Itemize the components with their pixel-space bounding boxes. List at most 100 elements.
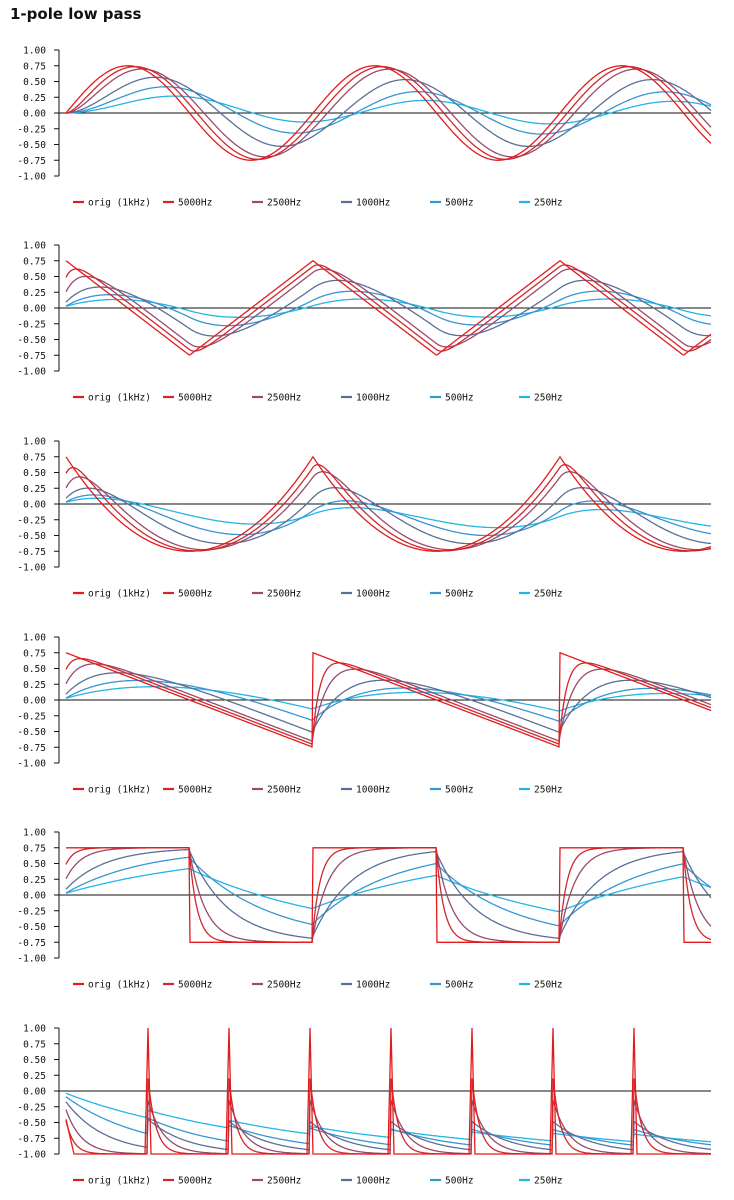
y-tick-label: -0.50 <box>17 531 46 542</box>
legend-label: 1000Hz <box>356 393 390 404</box>
y-tick-label: 0.00 <box>23 891 46 902</box>
y-tick-label: -1.00 <box>17 172 46 183</box>
y-tick-label: 1.00 <box>23 633 46 644</box>
series-line-1000hz <box>65 848 712 939</box>
y-tick-label: -0.75 <box>17 156 46 167</box>
y-tick-label: 0.25 <box>23 484 46 495</box>
legend-label: 500Hz <box>445 980 474 991</box>
series-line-250hz <box>65 497 712 529</box>
y-tick-label: 1.00 <box>23 46 46 57</box>
y-tick-label: 0.25 <box>23 93 46 104</box>
chart-triangle: 1.00 0.75 0.50 0.25 0.00 -0.25 -0.50 -0.75 -1.00… <box>17 241 712 404</box>
series-line-orig-1khz- <box>65 65 712 161</box>
legend-label: 2500Hz <box>267 393 301 404</box>
legend-label: 2500Hz <box>267 785 301 796</box>
legend-label: 250Hz <box>534 198 563 209</box>
chart-impulse: 1.00 0.75 0.50 0.25 0.00 -0.25 -0.50 -0.75 -1.00… <box>17 1024 712 1187</box>
legend-label: orig (1kHz) <box>88 589 151 600</box>
y-tick-label: 0.75 <box>23 648 46 659</box>
legend-label: 250Hz <box>534 785 563 796</box>
legend-label: 5000Hz <box>178 589 212 600</box>
series-line-2500hz <box>65 471 712 551</box>
series-line-1000hz <box>66 76 712 148</box>
y-tick-label: -0.25 <box>17 124 46 135</box>
legend-label: 5000Hz <box>178 785 212 796</box>
legend-label: 500Hz <box>445 589 474 600</box>
legend-label: 1000Hz <box>356 1176 390 1187</box>
y-tick-label: 0.00 <box>23 1087 46 1098</box>
y-tick-label: -0.50 <box>17 140 46 151</box>
y-tick-label: -0.25 <box>17 906 46 917</box>
y-tick-label: 0.00 <box>23 109 46 120</box>
y-tick-label: -0.75 <box>17 351 46 362</box>
legend-label: 5000Hz <box>178 1176 212 1187</box>
page-title: 1-pole low pass <box>10 5 142 23</box>
chart-sawtooth: 1.00 0.75 0.50 0.25 0.00 -0.25 -0.50 -0.75 -1.00… <box>17 633 712 796</box>
y-tick-label: 0.75 <box>23 256 46 267</box>
legend-label: orig (1kHz) <box>88 1176 151 1187</box>
legend-label: 1000Hz <box>356 589 390 600</box>
series-line-orig-1khz- <box>65 260 712 356</box>
chart-parabolic: 1.00 0.75 0.50 0.25 0.00 -0.25 -0.50 -0.75 -1.00… <box>17 437 712 600</box>
series-line-1000hz <box>65 487 711 545</box>
series-line-orig-1khz- <box>65 1027 711 1155</box>
y-tick-label: 0.75 <box>23 452 46 463</box>
y-tick-label: -0.75 <box>17 1134 46 1145</box>
legend-label: 500Hz <box>445 393 474 404</box>
series-line-500hz <box>65 494 712 537</box>
y-tick-label: -0.75 <box>17 938 46 949</box>
legend-label: orig (1kHz) <box>88 785 151 796</box>
series-line-500hz <box>65 856 712 927</box>
legend-label: 500Hz <box>445 785 474 796</box>
series-line-250hz <box>65 298 712 318</box>
y-tick-label: -0.25 <box>17 515 46 526</box>
legend-label: 2500Hz <box>267 980 301 991</box>
chart-square: 1.00 0.75 0.50 0.25 0.00 -0.25 -0.50 -0.75 -1.00… <box>17 828 712 991</box>
series-line-5000hz <box>65 657 712 745</box>
legend-label: 1000Hz <box>356 785 390 796</box>
y-tick-label: 0.50 <box>23 272 46 283</box>
legend-label: 2500Hz <box>267 198 301 209</box>
y-tick-label: -0.75 <box>17 743 46 754</box>
y-tick-label: 0.50 <box>23 468 46 479</box>
series-line-250hz <box>65 867 712 913</box>
legend-label: orig (1kHz) <box>88 198 151 209</box>
chart-sine: 1.00 0.75 0.50 0.25 0.00 -0.25 -0.50 -0.75 -1.00… <box>17 46 712 209</box>
y-tick-label: 0.00 <box>23 500 46 511</box>
y-tick-label: -0.50 <box>17 922 46 933</box>
legend-label: 5000Hz <box>178 980 212 991</box>
y-tick-label: 0.25 <box>23 680 46 691</box>
y-tick-label: 1.00 <box>23 241 46 252</box>
y-tick-label: -0.25 <box>17 1102 46 1113</box>
y-tick-label: -0.50 <box>17 1118 46 1129</box>
y-tick-label: -0.50 <box>17 335 46 346</box>
y-tick-label: -1.00 <box>17 759 46 770</box>
legend-label: orig (1kHz) <box>88 980 151 991</box>
y-tick-label: 0.50 <box>23 664 46 675</box>
y-tick-label: -1.00 <box>17 1150 46 1161</box>
legend-label: 1000Hz <box>356 198 390 209</box>
y-tick-label: 0.75 <box>23 843 46 854</box>
series-line-2500hz <box>65 663 712 742</box>
series-line-5000hz <box>65 66 712 160</box>
y-tick-label: 1.00 <box>23 828 46 839</box>
y-tick-label: 1.00 <box>23 1024 46 1035</box>
y-tick-label: 0.75 <box>23 1039 46 1050</box>
series-line-2500hz <box>65 268 712 348</box>
series-line-250hz <box>65 686 712 712</box>
legend-label: 5000Hz <box>178 198 212 209</box>
series-line-orig-1khz- <box>65 455 712 552</box>
y-tick-label: -0.75 <box>17 547 46 558</box>
y-tick-label: 0.75 <box>23 61 46 72</box>
series-line-250hz <box>66 95 712 125</box>
y-tick-label: 0.50 <box>23 859 46 870</box>
y-tick-label: 0.25 <box>23 1071 46 1082</box>
series-line-orig-1khz- <box>65 651 712 748</box>
y-tick-label: 0.25 <box>23 875 46 886</box>
y-tick-label: -1.00 <box>17 563 46 574</box>
y-tick-label: 0.50 <box>23 77 46 88</box>
legend-label: 2500Hz <box>267 1176 301 1187</box>
series-line-5000hz <box>65 463 712 552</box>
legend-label: 500Hz <box>445 198 474 209</box>
y-tick-label: 0.50 <box>23 1055 46 1066</box>
